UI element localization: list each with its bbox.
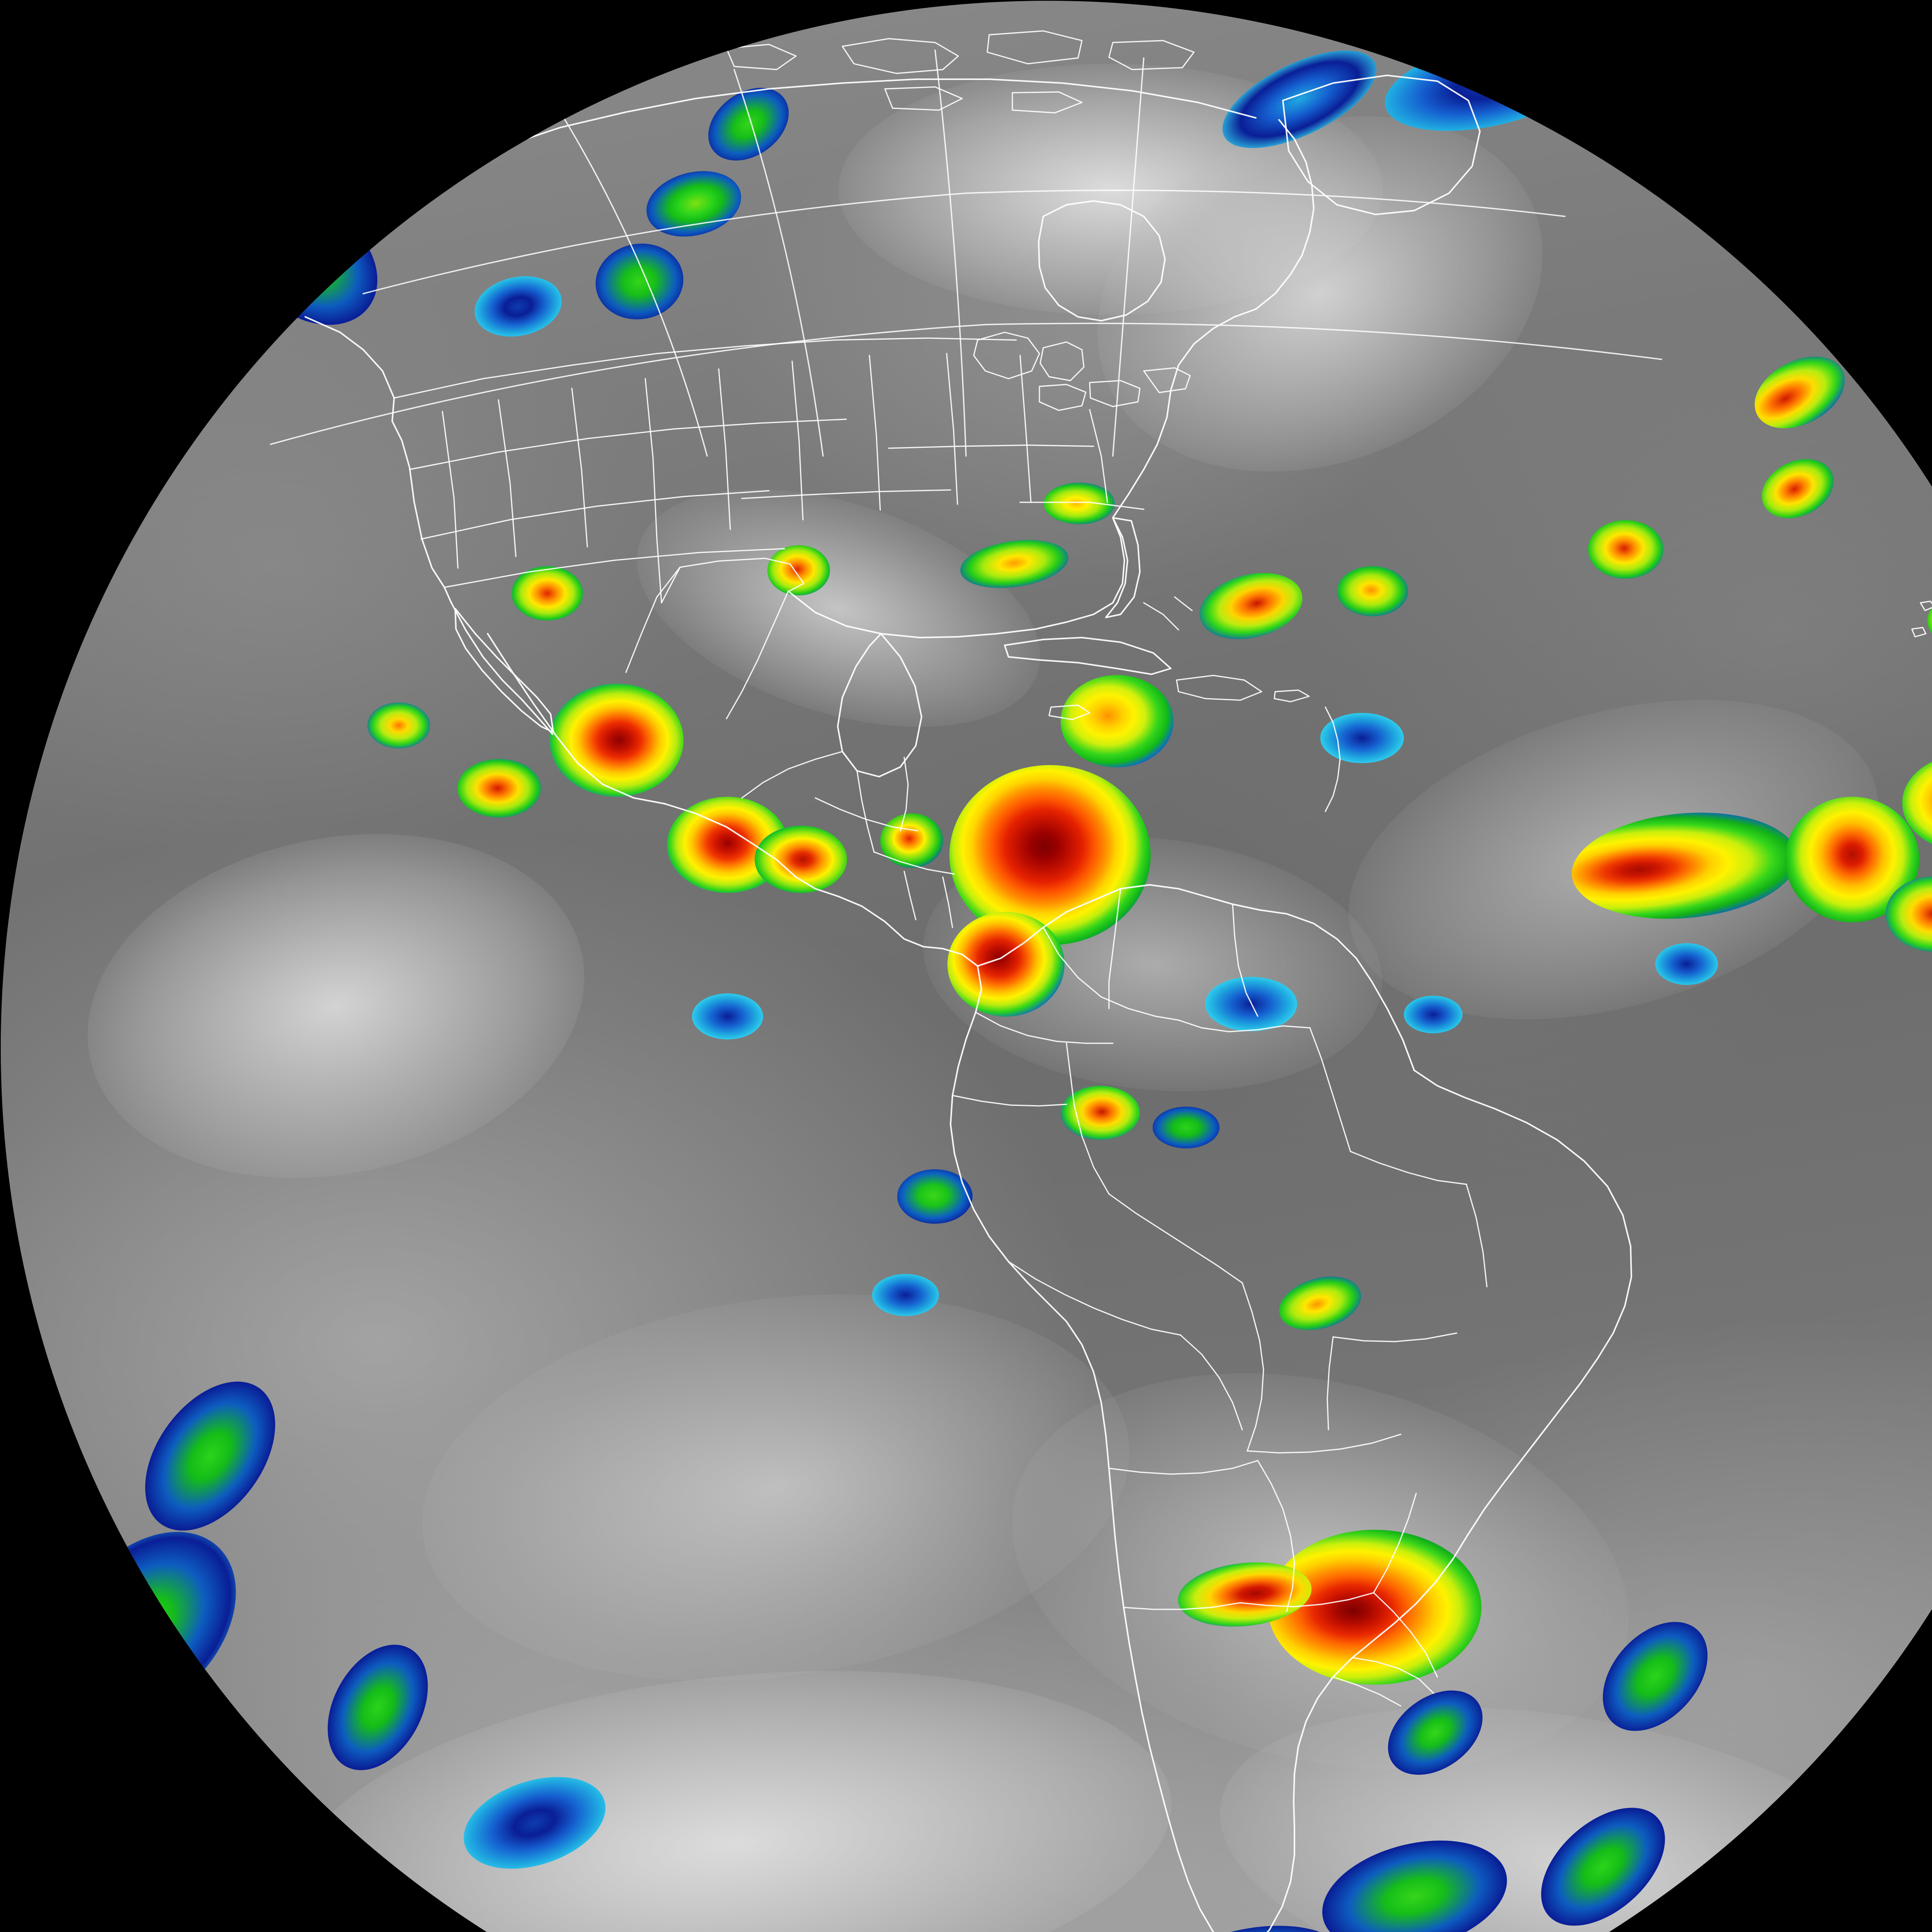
- earth-disk: [1, 1, 1932, 1932]
- infrared-grey-base: [1, 1, 1932, 1932]
- satellite-image-viewport: [0, 0, 1932, 1932]
